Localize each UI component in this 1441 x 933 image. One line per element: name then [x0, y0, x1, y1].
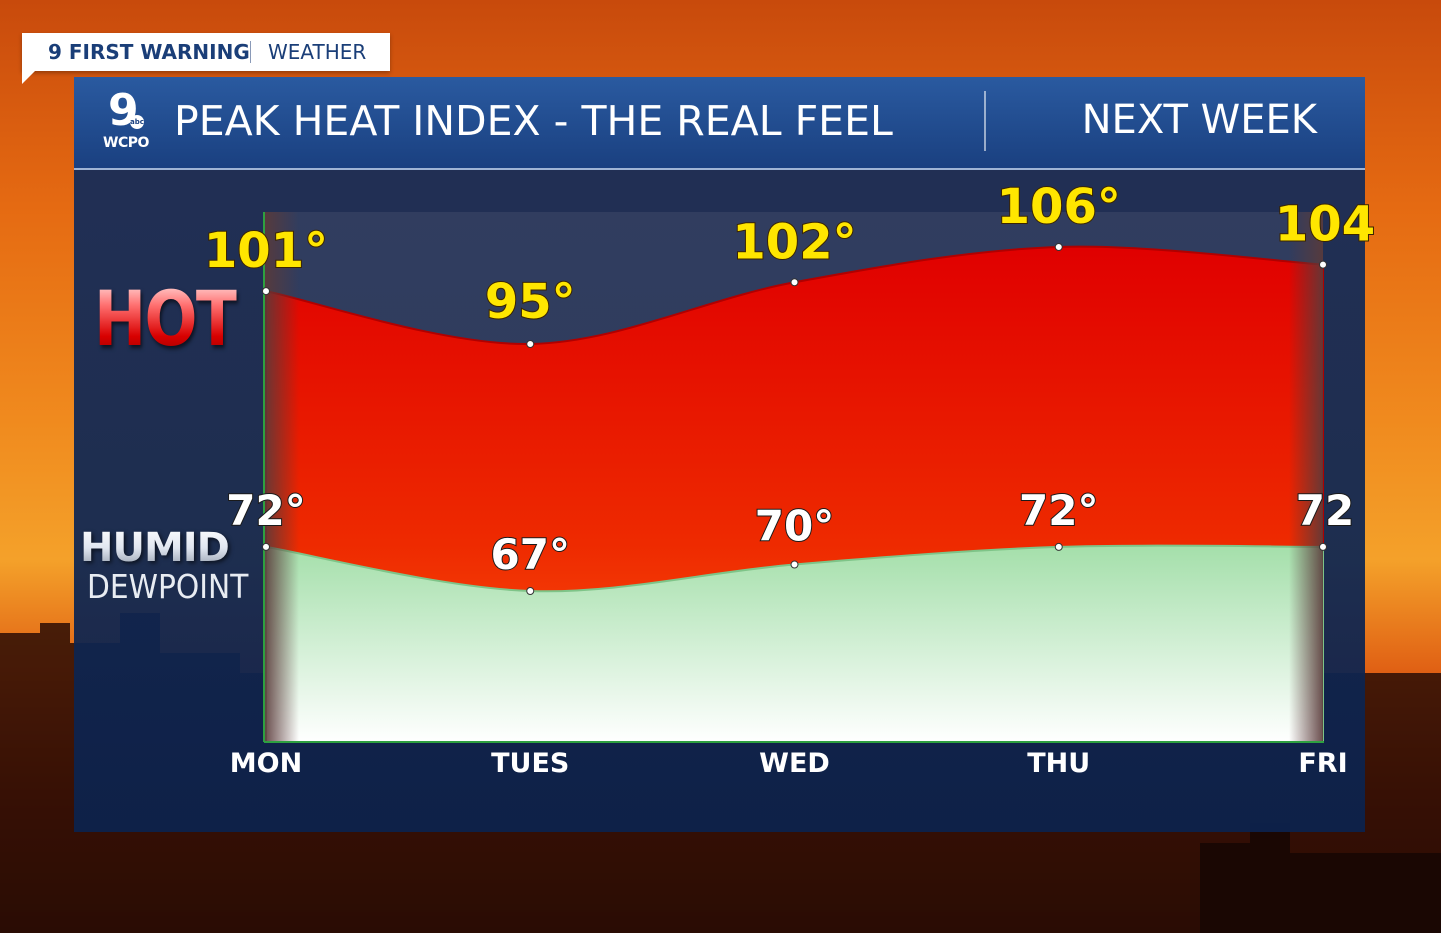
heat-point: [1319, 260, 1327, 269]
brand-weather: WEATHER: [268, 40, 367, 64]
heat-point: [262, 287, 270, 296]
dewpoint-point: [526, 587, 535, 595]
dewpoint-data-label: 72°: [1019, 486, 1098, 535]
brand-tag-tail: [22, 70, 36, 84]
logo-station: WCPO: [103, 135, 149, 151]
brand-tag: 9 FIRST WARNING WEATHER: [22, 33, 390, 71]
hot-label: HOT: [94, 274, 238, 363]
dewpoint-point: [1319, 542, 1327, 551]
plot-edge-right: [1289, 212, 1323, 742]
header-divider: [984, 91, 986, 151]
x-tick-label: WED: [759, 748, 830, 779]
dewpoint-label: DEWPOINT: [87, 567, 249, 606]
heat-data-label: 104: [1275, 197, 1375, 253]
heat-point: [1054, 243, 1063, 251]
x-tick-label: FRI: [1298, 748, 1347, 779]
heat-point: [526, 340, 535, 348]
humid-label: HUMID: [80, 525, 230, 571]
panel-header: 9 abc WCPO PEAK HEAT INDEX - THE REAL FE…: [74, 77, 1365, 170]
page-subtitle: NEXT WEEK: [1081, 97, 1317, 143]
heat-data-label: 95°: [485, 274, 576, 330]
heat-point: [790, 278, 799, 287]
page-title: PEAK HEAT INDEX - THE REAL FEEL: [174, 97, 893, 145]
dewpoint-data-label: 70°: [755, 502, 834, 551]
abc-icon: abc: [130, 115, 144, 129]
plot-edge-left: [265, 212, 299, 742]
heat-data-label: 106°: [997, 179, 1121, 235]
dewpoint-point: [790, 560, 799, 569]
dewpoint-data-label: 67°: [491, 530, 570, 579]
x-tick-label: THU: [1027, 748, 1090, 779]
brand-name: 9 FIRST WARNING: [48, 40, 250, 64]
dewpoint-data-label: 72°: [226, 486, 305, 535]
station-logo: 9 abc WCPO: [100, 85, 150, 153]
brand-divider: [250, 41, 251, 63]
dewpoint-point: [262, 542, 270, 551]
x-tick-label: TUES: [491, 748, 569, 779]
dewpoint-data-label: 72: [1296, 486, 1354, 535]
heat-data-label: 101°: [204, 223, 328, 279]
heat-data-label: 102°: [732, 214, 856, 270]
dewpoint-point: [1054, 542, 1063, 551]
x-tick-label: MON: [230, 748, 302, 779]
